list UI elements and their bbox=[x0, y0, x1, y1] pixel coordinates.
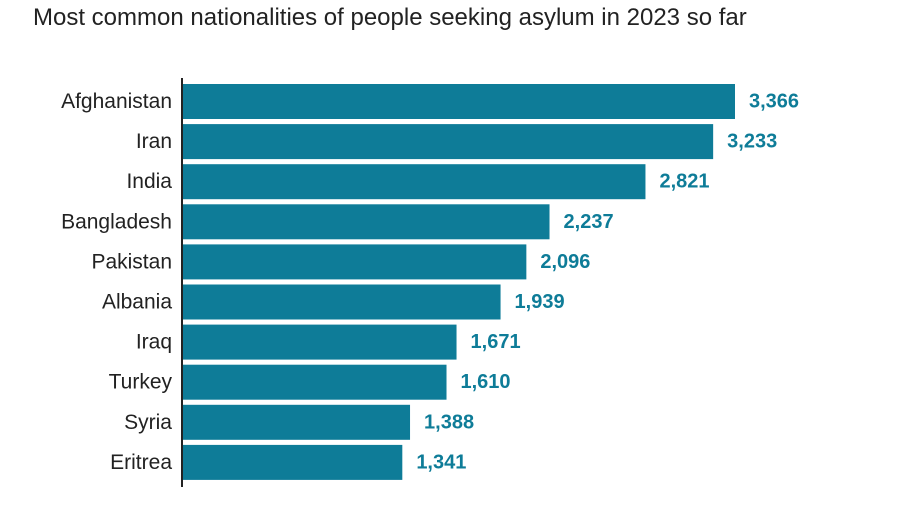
category-label: Eritrea bbox=[110, 451, 172, 474]
value-label: 1,610 bbox=[461, 371, 511, 393]
bars-group: Afghanistan 3,366 Iran 3,233 India 2,821 Bangl… bbox=[61, 84, 799, 480]
bar bbox=[182, 124, 714, 160]
category-label: Pakistan bbox=[91, 250, 172, 273]
bar bbox=[182, 364, 447, 400]
category-label: India bbox=[126, 170, 172, 193]
category-label: Iraq bbox=[136, 331, 172, 354]
value-label: 2,096 bbox=[540, 251, 590, 273]
category-label: Syria bbox=[124, 411, 172, 434]
bar bbox=[182, 324, 457, 360]
category-label: Iran bbox=[136, 130, 172, 153]
bar bbox=[182, 404, 411, 440]
bar bbox=[182, 84, 735, 119]
value-label: 1,671 bbox=[471, 331, 521, 353]
category-label: Turkey bbox=[109, 371, 173, 394]
bar bbox=[182, 244, 527, 280]
category-label: Albania bbox=[102, 291, 172, 314]
value-label: 2,237 bbox=[564, 211, 614, 233]
category-label: Afghanistan bbox=[61, 90, 172, 113]
bar bbox=[182, 164, 646, 200]
category-label: Bangladesh bbox=[61, 210, 172, 233]
value-label: 1,341 bbox=[416, 451, 466, 473]
value-label: 2,821 bbox=[659, 171, 709, 193]
value-label: 1,388 bbox=[424, 411, 474, 433]
bar bbox=[182, 204, 550, 240]
chart-title: Most common nationalities of people seek… bbox=[33, 4, 747, 31]
value-label: 3,233 bbox=[727, 131, 777, 153]
bar bbox=[182, 444, 403, 480]
bar bbox=[182, 284, 501, 320]
value-label: 3,366 bbox=[749, 91, 799, 113]
value-label: 1,939 bbox=[515, 291, 565, 313]
